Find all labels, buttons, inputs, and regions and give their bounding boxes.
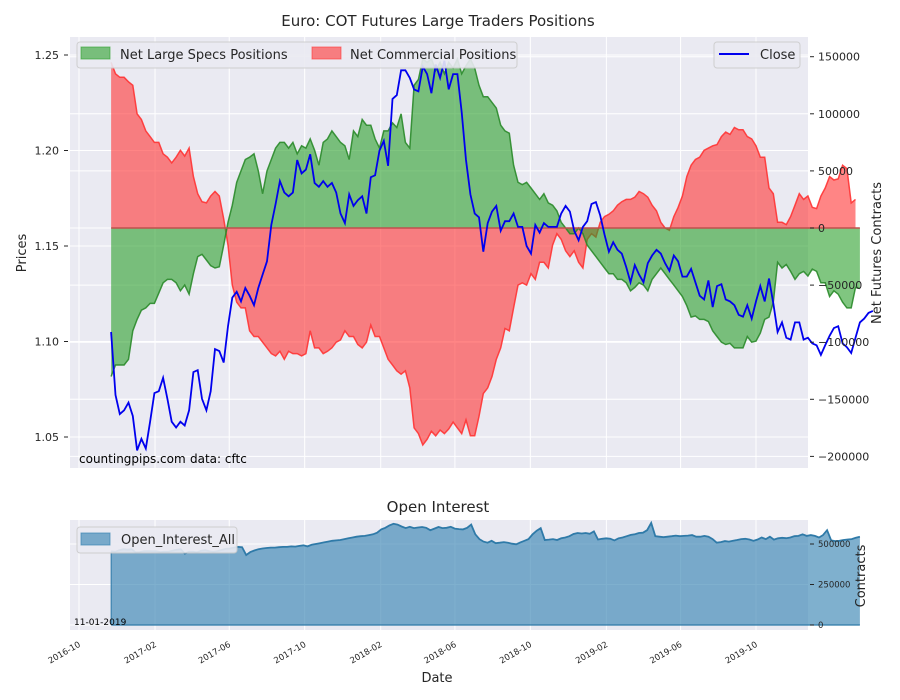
legend-close-box — [713, 41, 801, 69]
legend-label-specs: Net Large Specs Positions — [120, 48, 288, 63]
top-area-fills — [110, 56, 861, 447]
top-chart: Euro: COT Futures Large Traders Position… — [15, 12, 885, 468]
top-chart-title: Euro: COT Futures Large Traders Position… — [281, 12, 595, 30]
x-tick-label: 2019-10 — [724, 640, 760, 666]
legend-box — [76, 41, 518, 69]
right-tick-label: −150000 — [818, 393, 869, 406]
left-price-axis: 1.05 1.10 1.15 1.20 1.25 — [35, 49, 68, 444]
legend-close: Close — [713, 41, 801, 69]
left-tick-label: 1.05 — [35, 431, 60, 444]
legend-swatch-specs — [80, 46, 111, 60]
x-tick-label: 2019-06 — [648, 640, 684, 666]
open-interest-fill — [111, 522, 860, 625]
legend-positions: Net Large Specs Positions Net Commercial… — [76, 41, 518, 69]
commercial-area — [111, 62, 856, 446]
right-tick-label: 150000 — [818, 51, 860, 64]
watermark-data-source: data: cftc — [190, 452, 247, 466]
x-tick-label: 2017-06 — [197, 640, 233, 666]
legend-label-close: Close — [760, 48, 795, 63]
legend-label-commercial: Net Commercial Positions — [350, 48, 516, 63]
legend-swatch-commercial — [311, 46, 342, 60]
bottom-axis-label: Contracts — [854, 544, 869, 607]
left-tick-label: 1.15 — [35, 240, 60, 253]
x-axis-label: Date — [421, 671, 452, 686]
right-tick-label: −50000 — [818, 279, 862, 292]
legend-swatch-oi — [80, 532, 111, 546]
right-tick-label: −200000 — [818, 450, 869, 463]
left-tick-label: 1.25 — [35, 49, 60, 62]
bottom-chart-title: Open Interest — [387, 498, 490, 516]
close-price-line — [110, 60, 874, 452]
bottom-right-axis: 0 250000 500000 — [810, 540, 850, 631]
legend-open-interest: Open_Interest_All — [76, 526, 238, 554]
left-tick-label: 1.10 — [35, 336, 60, 349]
bottom-right-tick-label: 250000 — [818, 581, 850, 591]
bottom-right-tick-label: 500000 — [818, 540, 850, 550]
open-interest-area — [110, 520, 861, 626]
right-tick-label: −100000 — [818, 336, 869, 349]
date-stamp: 11-01-2019 — [74, 618, 127, 628]
legend-label-oi: Open_Interest_All — [121, 533, 235, 548]
watermark-countingpips: countingpips.com — [79, 452, 186, 466]
right-tick-label: 50000 — [818, 165, 853, 178]
left-axis-label: Prices — [15, 234, 30, 273]
specs-line — [110, 56, 861, 377]
left-tick-label: 1.20 — [35, 145, 60, 158]
x-tick-label: 2016-10 — [47, 640, 83, 666]
commercial-line — [110, 62, 856, 447]
x-tick-label: 2019-02 — [574, 640, 610, 666]
legend-oi-box — [76, 526, 238, 554]
bottom-right-tick-label: 0 — [818, 621, 823, 631]
x-tick-label: 2017-02 — [123, 640, 159, 666]
x-tick-label: 2017-10 — [272, 640, 308, 666]
right-contracts-axis: −200000 −150000 −100000 −50000 0 50000 100000 1… — [810, 51, 869, 463]
close-line — [110, 60, 874, 452]
right-tick-label: 100000 — [818, 108, 860, 121]
x-tick-label: 2018-02 — [348, 640, 384, 666]
specs-area — [111, 59, 860, 377]
x-tick-label: 2018-06 — [423, 640, 459, 666]
date-axis: 2016-10 2017-02 2017-06 2017-10 2018-02 2018-… — [47, 640, 760, 666]
bottom-chart: Open Interest 0 250000 500000 2016-10 2017-… — [47, 498, 869, 686]
right-tick-label: 0 — [818, 222, 825, 235]
x-tick-label: 2018-10 — [498, 640, 534, 666]
right-axis-label: Net Futures Contracts — [870, 182, 885, 324]
